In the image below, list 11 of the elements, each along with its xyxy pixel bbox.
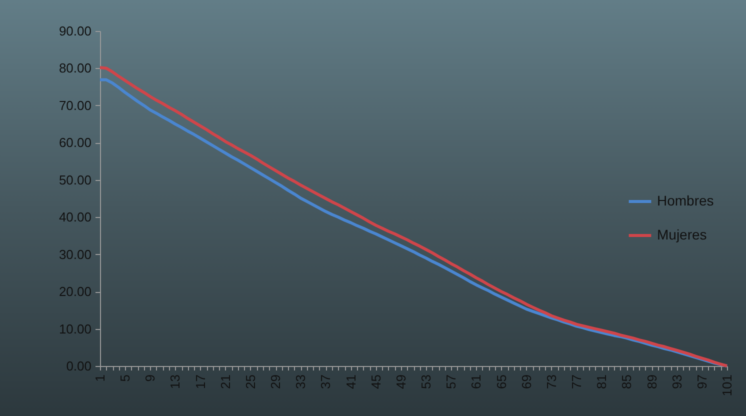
y-tick-label: 20.00	[58, 284, 92, 300]
y-tick-label: 50.00	[58, 172, 92, 188]
y-tick-label: 90.00	[58, 24, 92, 38]
legend-label: Mujeres	[657, 226, 707, 242]
y-tick-label: 60.00	[58, 135, 92, 150]
legend-label: Hombres	[657, 192, 714, 208]
y-tick-label: 30.00	[58, 246, 92, 262]
y-tick-label: 40.00	[58, 210, 92, 225]
y-tick-label: 10.00	[58, 321, 92, 336]
y-tick-label: 70.00	[58, 98, 92, 113]
y-tick-label: 80.00	[58, 60, 92, 76]
